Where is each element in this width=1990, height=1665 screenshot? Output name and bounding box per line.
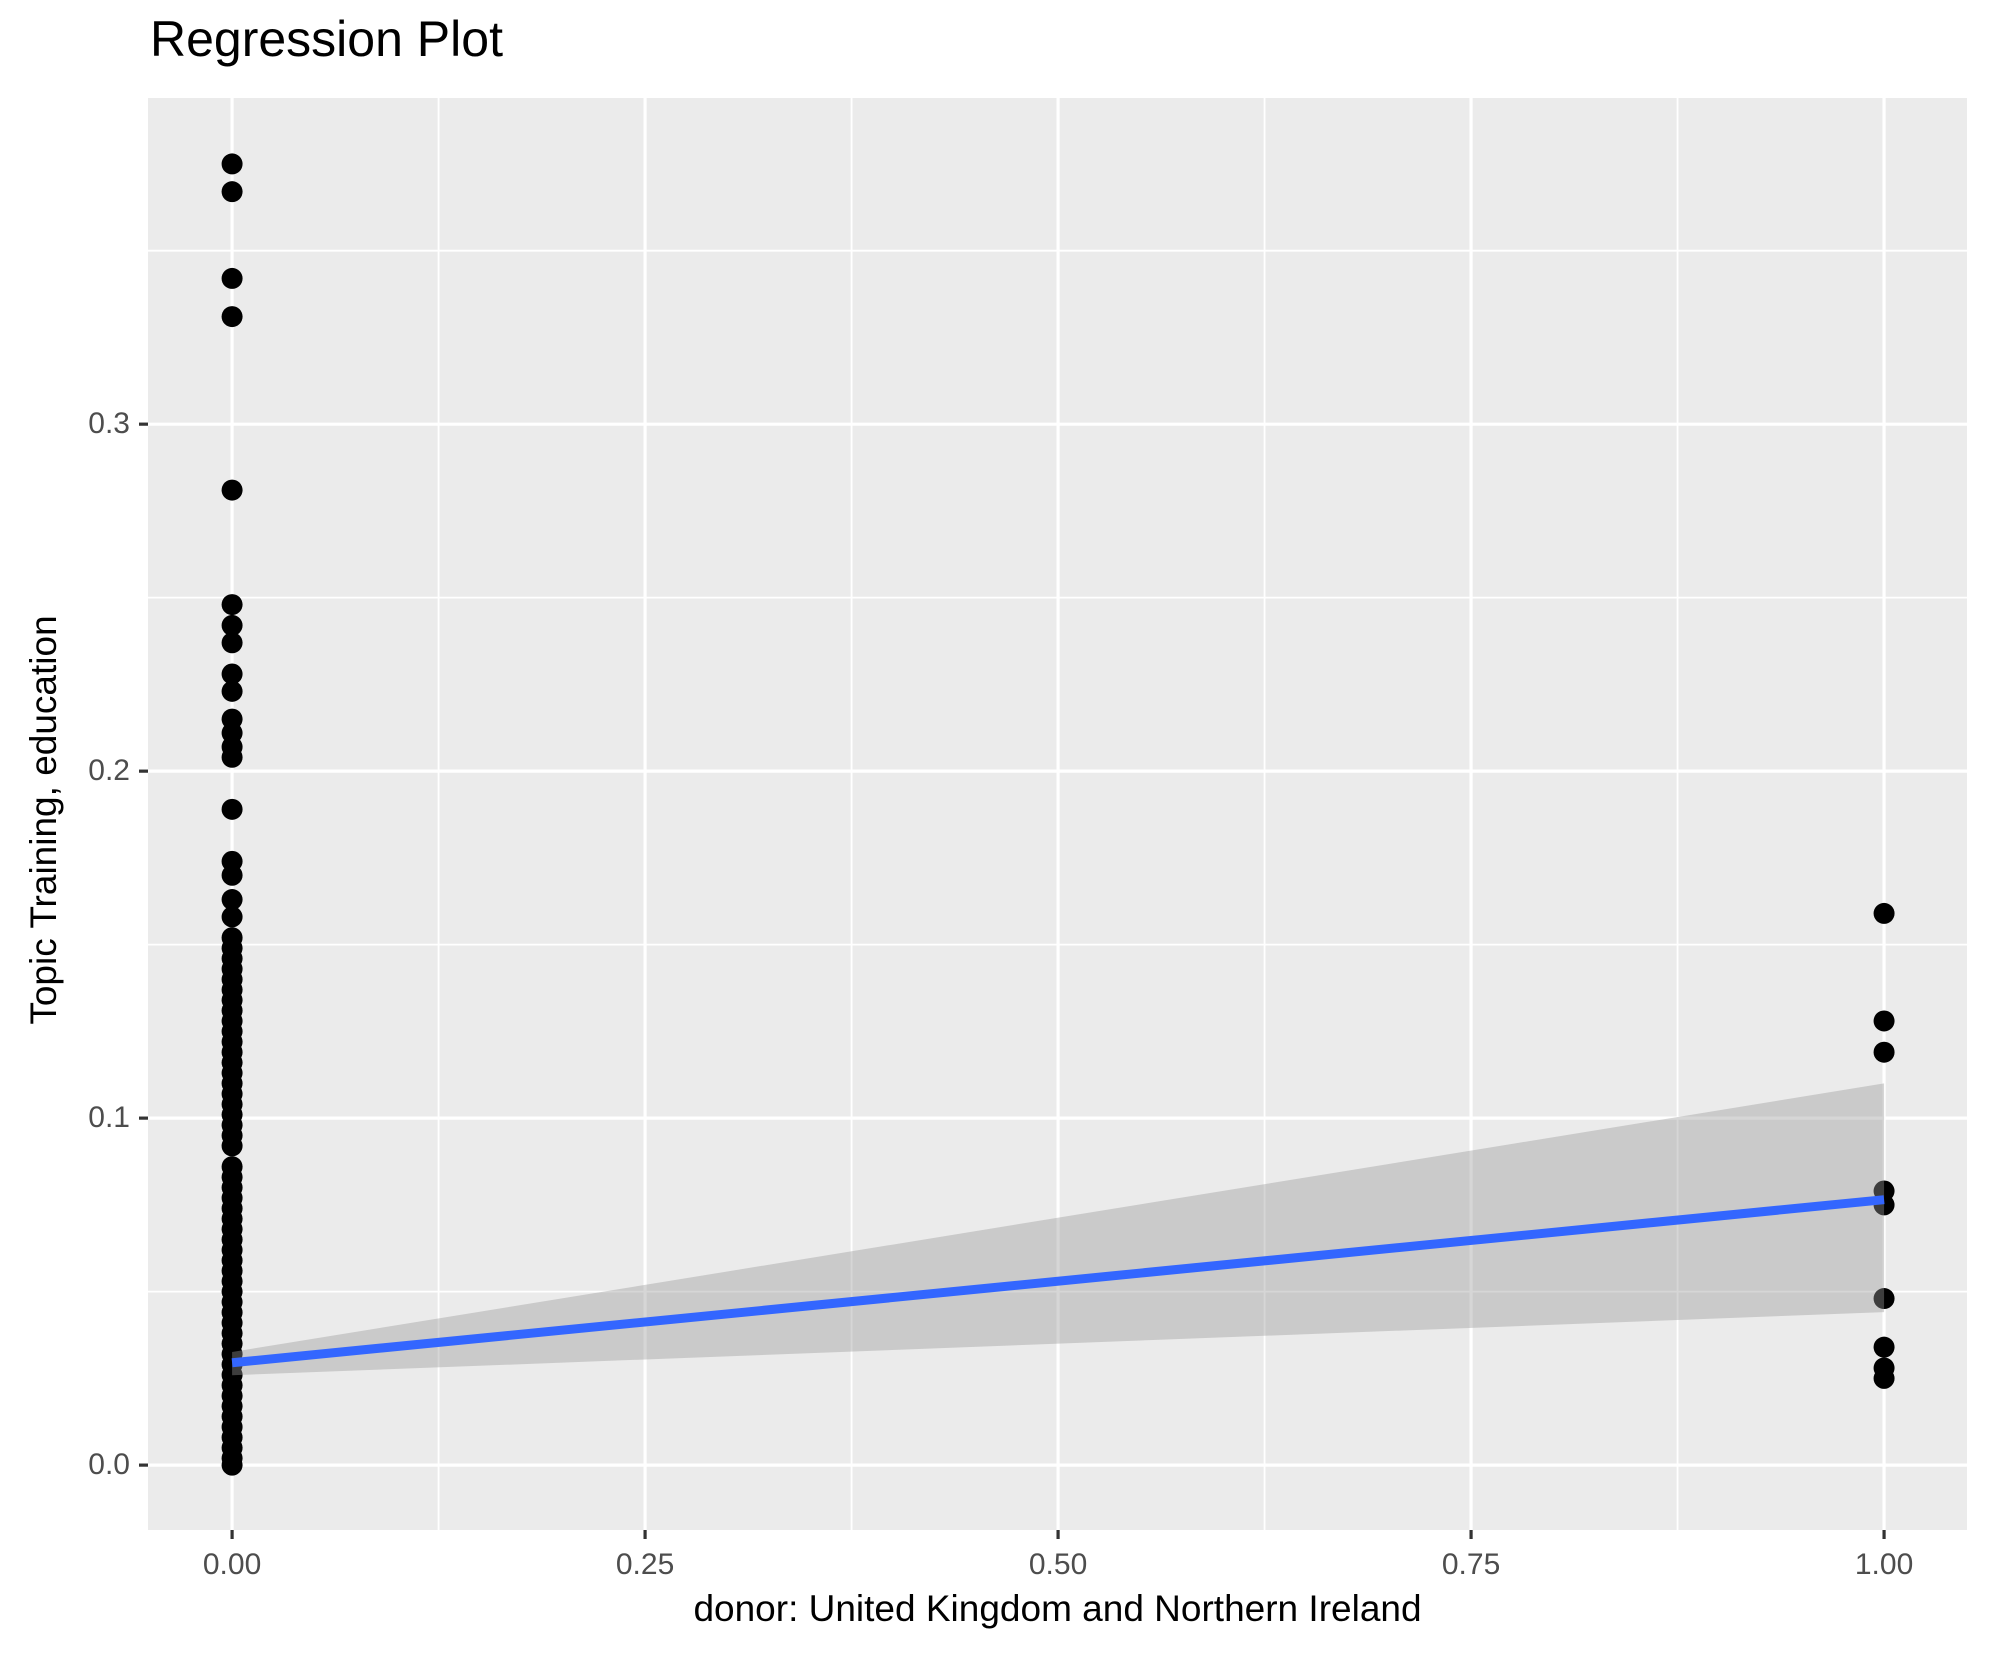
data-point: [221, 632, 243, 654]
data-point: [1873, 902, 1895, 924]
x-tick-label: 0.00: [202, 1548, 262, 1581]
y-tick-label: 0.2: [88, 754, 130, 788]
data-point: [221, 479, 243, 501]
regression-line: [231, 1195, 1885, 1368]
data-point: [1873, 1010, 1895, 1032]
x-tick-label: 0.50: [1028, 1548, 1088, 1581]
data-point: [221, 594, 243, 616]
data-point: [1873, 1288, 1895, 1310]
y-tick-label: 0.0: [88, 1448, 130, 1482]
data-point: [221, 889, 243, 911]
x-axis-title: donor: United Kingdom and Northern Irela…: [693, 1588, 1422, 1629]
data-point: [221, 306, 243, 328]
data-point: [221, 153, 243, 175]
data-point: [1873, 1336, 1895, 1358]
data-point: [221, 906, 243, 928]
data-point: [221, 267, 243, 289]
confidence-band: [232, 1083, 1885, 1376]
y-tick-label: 0.3: [88, 407, 130, 441]
data-point: [221, 1454, 243, 1476]
data-point: [221, 680, 243, 702]
x-tick-label: 0.75: [1441, 1548, 1501, 1581]
y-tick-label: 0.1: [88, 1101, 130, 1135]
data-point: [221, 614, 243, 636]
y-axis-title: Topic Training, education: [23, 615, 64, 1025]
plot-title: Regression Plot: [150, 11, 503, 67]
data-point: [221, 663, 243, 685]
x-tick-label: 1.00: [1854, 1548, 1914, 1581]
data-point: [221, 181, 243, 203]
x-tick-label: 0.25: [615, 1548, 675, 1581]
data-point: [221, 746, 243, 768]
data-point: [221, 864, 243, 886]
data-point: [221, 798, 243, 820]
data-point: [1873, 1367, 1895, 1389]
data-point: [1873, 1041, 1895, 1063]
data-point: [221, 1135, 243, 1157]
